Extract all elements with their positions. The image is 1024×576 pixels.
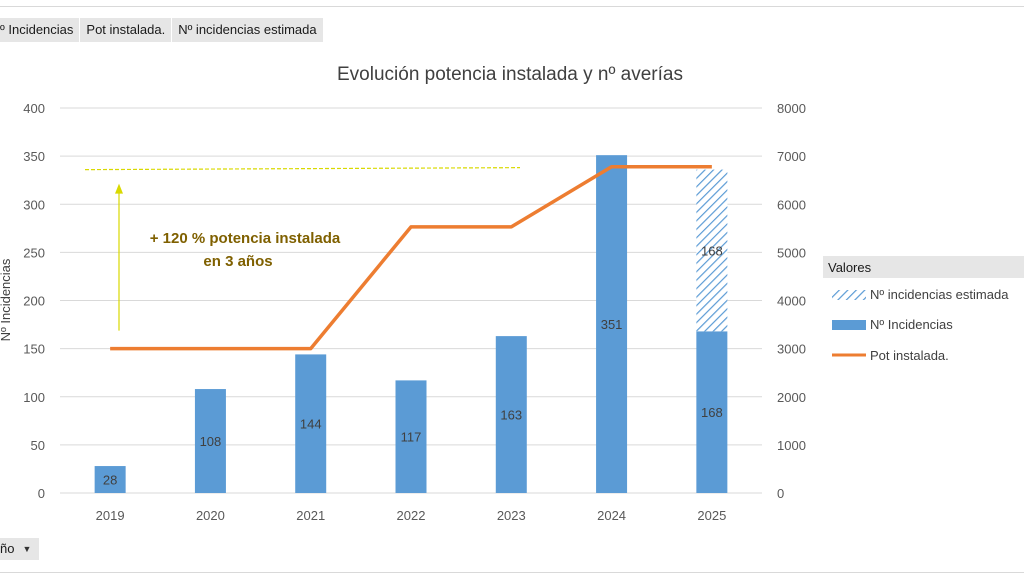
legend-title[interactable]: Valores <box>828 260 872 275</box>
top-border <box>0 6 1024 7</box>
left-tick-label: 200 <box>23 294 45 309</box>
left-tick-label: 0 <box>38 486 45 501</box>
x-axis-ticks: 2019 2020 2021 2022 2023 2024 2025 <box>96 508 727 523</box>
right-tick-label: 7000 <box>777 149 806 164</box>
bar-incidencias <box>596 155 628 493</box>
bar-incidencias-estimada <box>696 169 728 332</box>
right-tick-label: 8000 <box>777 101 806 116</box>
left-tick-label: 350 <box>23 149 45 164</box>
x-tick-label: 2024 <box>597 508 626 523</box>
x-tick-label: 2023 <box>497 508 526 523</box>
bar-incidencias <box>194 389 226 493</box>
line-series <box>110 164 712 351</box>
annotation-guide-line <box>84 167 521 171</box>
line-pot-instalada <box>110 164 712 351</box>
legend-label-incidencias: Nº Incidencias <box>870 317 953 332</box>
bar-data-label: 144 <box>300 417 322 432</box>
legend-label-pot: Pot instalada. <box>870 348 949 363</box>
bar-incidencias <box>295 354 327 493</box>
field-button-incidencias-estimada[interactable]: Nº incidencias estimada <box>172 18 324 42</box>
bar-data-label-estimada: 168 <box>701 243 723 258</box>
annotation-text-line2: en 3 años <box>203 253 272 270</box>
legend-swatch-estimated <box>832 290 866 300</box>
bar-data-label: 163 <box>500 408 522 423</box>
legend-label-estimated: Nº incidencias estimada <box>870 287 1009 302</box>
x-tick-label: 2020 <box>196 508 225 523</box>
left-tick-label: 150 <box>23 342 45 357</box>
left-axis-ticks: 0 50 100 150 200 250 300 350 400 <box>23 101 45 501</box>
annotation-group: + 120 % potencia instalada en 3 años <box>84 167 521 331</box>
x-tick-label: 2025 <box>697 508 726 523</box>
right-tick-label: 5000 <box>777 245 806 260</box>
left-tick-label: 50 <box>31 438 45 453</box>
legend: Valores Nº incidencias estimada Nº Incid… <box>823 256 1024 363</box>
bar-data-label: 108 <box>200 434 222 449</box>
right-tick-label: 6000 <box>777 197 806 212</box>
bars: 28 108 144 117 163 351 168 168 <box>94 155 728 493</box>
left-tick-label: 400 <box>23 101 45 116</box>
year-filter-button[interactable]: ño ▼ <box>0 538 40 560</box>
right-tick-label: 4000 <box>777 294 806 309</box>
bar-data-label: 168 <box>701 405 723 420</box>
right-tick-label: 1000 <box>777 438 806 453</box>
right-tick-label: 2000 <box>777 390 806 405</box>
bar-incidencias <box>495 336 527 493</box>
legend-swatch-incidencias <box>832 320 866 330</box>
right-tick-label: 0 <box>777 486 784 501</box>
year-filter-label: ño <box>0 541 15 556</box>
annotation-text-line1: + 120 % potencia instalada <box>150 230 341 247</box>
bar-incidencias <box>696 331 728 493</box>
left-tick-label: 250 <box>23 245 45 260</box>
bar-data-label: 351 <box>601 317 623 332</box>
x-tick-label: 2021 <box>296 508 325 523</box>
field-button-pot-instalada[interactable]: Pot instalada. <box>80 18 173 42</box>
right-axis-ticks: 0 1000 2000 3000 4000 5000 6000 7000 8000 <box>777 101 806 501</box>
left-tick-label: 100 <box>23 390 45 405</box>
gridlines <box>60 107 762 494</box>
right-tick-label: 3000 <box>777 342 806 357</box>
left-tick-label: 300 <box>23 197 45 212</box>
bar-data-label: 28 <box>103 473 117 488</box>
field-button-incidencias[interactable]: º Incidencias <box>0 18 81 42</box>
legend-header <box>823 256 1024 278</box>
annotation-arrow-head <box>115 183 123 194</box>
x-tick-label: 2022 <box>397 508 426 523</box>
x-tick-label: 2019 <box>96 508 125 523</box>
bar-incidencias <box>94 466 126 493</box>
chart-title: Evolución potencia instalada y nº avería… <box>337 64 683 85</box>
pivot-field-buttons: º Incidencias Pot instalada. Nº incidenc… <box>0 18 324 42</box>
y-axis-title: Nº Incidencias <box>0 258 13 341</box>
chevron-down-icon: ▼ <box>22 544 32 554</box>
bottom-border <box>0 572 1024 573</box>
bar-incidencias <box>395 380 427 493</box>
bar-data-label: 117 <box>401 430 422 445</box>
